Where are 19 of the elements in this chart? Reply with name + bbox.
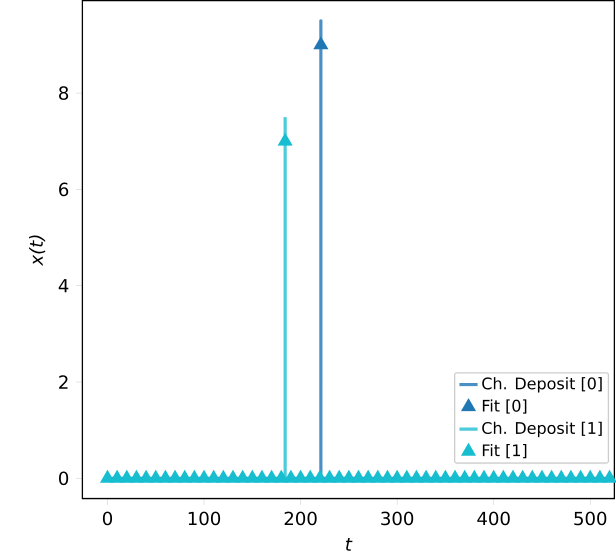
y-tick-label: 6 [59, 182, 68, 196]
y-tick-label: 2 [59, 375, 68, 389]
y-tick-label: 8 [59, 86, 68, 100]
point [278, 133, 292, 146]
x-tick-label: 500 [574, 512, 606, 526]
y-tick-label: 0 [59, 472, 68, 486]
legend-label: Fit [0] [482, 400, 526, 414]
x-tick-label: 300 [381, 512, 414, 526]
x-tick-label: 400 [477, 512, 510, 526]
y-tick-label: 4 [58, 279, 68, 292]
point [314, 36, 328, 50]
x-tick-label: 100 [188, 512, 220, 526]
x-tick-label: 200 [284, 512, 317, 526]
legend-label: Ch. Deposit [0] [482, 377, 602, 393]
x-axis-title: t [346, 538, 352, 551]
legend-label: Fit [1] [482, 444, 526, 458]
y-axis-title: x(t) [29, 236, 46, 266]
legend-label: Ch. Deposit [1] [482, 422, 602, 438]
x-tick-label: 0 [102, 512, 112, 526]
